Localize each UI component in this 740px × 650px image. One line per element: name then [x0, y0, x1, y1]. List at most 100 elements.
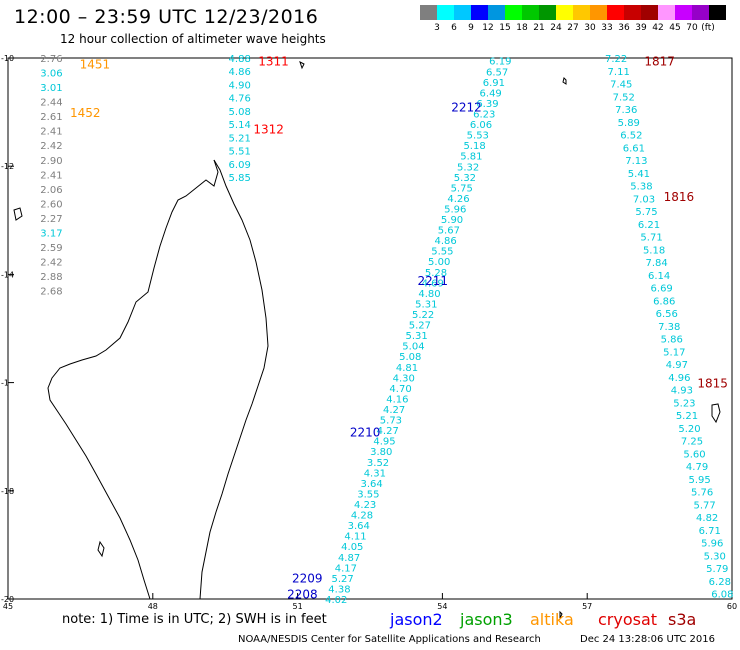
wave-height-value: 2.59 [40, 243, 62, 254]
wave-height-value: 5.18 [463, 141, 485, 152]
wave-height-value: 5.76 [691, 488, 713, 499]
pass-time-label: 1451 [80, 57, 111, 71]
pass-time-label: 1312 [253, 122, 284, 136]
legend-swatch [624, 5, 641, 20]
wave-height-value: 4.70 [389, 384, 411, 395]
satellite-legend-item: altika [530, 610, 574, 629]
wave-height-value: 6.49 [480, 88, 502, 99]
legend-label: 70 [686, 23, 698, 33]
pass-time-label: 1817 [644, 55, 675, 69]
lat-tick-label: -10 [1, 54, 14, 63]
wave-height-value: 5.77 [694, 500, 716, 511]
wave-height-value: 5.14 [229, 120, 251, 131]
wave-height-value: 7.22 [605, 54, 627, 65]
wave-height-value: 7.38 [658, 322, 680, 333]
wave-height-value: 4.30 [393, 373, 415, 384]
wave-height-value: 7.03 [633, 194, 655, 205]
wave-height-value: 4.82 [696, 513, 718, 524]
legend-label: 24 [550, 23, 562, 33]
legend-label: 39 [635, 23, 647, 33]
wave-height-value: 6.28 [709, 577, 731, 588]
wave-height-value: 4.90 [229, 80, 251, 91]
wave-height-value: 5.21 [229, 133, 251, 144]
legend-swatch [505, 5, 522, 20]
legend-label: 18 [516, 23, 528, 33]
wave-height-value: 7.52 [613, 92, 635, 103]
legend-swatch [556, 5, 573, 20]
wave-height-value: 4.86 [434, 236, 456, 247]
wave-height-value: 4.28 [351, 511, 373, 522]
lat-tick-label: -20 [1, 595, 14, 604]
wave-height-value: 6.86 [653, 296, 675, 307]
wave-height-value: 7.45 [610, 80, 632, 91]
map-frame [7, 57, 733, 600]
legend-label: 36 [618, 23, 630, 33]
wave-height-value: 5.32 [454, 173, 476, 184]
legend-label: 6 [451, 23, 457, 33]
wave-height-value: 6.19 [489, 57, 511, 68]
wave-height-value: 4.26 [447, 194, 469, 205]
legend-label: 42 [652, 23, 664, 33]
satellite-legend-item: jason3 [460, 610, 513, 629]
wave-height-value: 5.32 [457, 162, 479, 173]
legend-label: 33 [601, 23, 613, 33]
wave-height-value: 4.81 [396, 363, 418, 374]
wave-height-value: 5.21 [676, 411, 698, 422]
pass-labels: 1451 1452 1311 1312 1817 1816 1815 2212 2211 2210… [70, 55, 728, 602]
legend-label: 27 [567, 23, 579, 33]
wave-height-value: 5.17 [663, 347, 685, 358]
wave-height-value: 2.44 [40, 98, 62, 109]
wave-height-value: 5.95 [688, 475, 710, 486]
pass-time-label: 2210 [350, 425, 381, 439]
wave-height-value: 6.14 [648, 271, 670, 282]
wave-height-value: 4.79 [686, 462, 708, 473]
wave-height-value: 4.96 [668, 373, 690, 384]
wave-height-value: 6.91 [483, 78, 505, 89]
wave-height-value: 3.17 [40, 228, 62, 239]
legend-swatch [709, 5, 726, 20]
pass-time-label: 1815 [697, 377, 728, 391]
pass-time-label: 2212 [451, 101, 482, 115]
wave-height-value: 4.02 [325, 595, 347, 606]
legend-label: 9 [468, 23, 474, 33]
legend-swatch [488, 5, 505, 20]
madagascar-coastline [13, 61, 721, 619]
wave-height-value: 5.60 [683, 449, 705, 460]
legend-unit: (ft) [701, 23, 715, 33]
wave-height-value: 3.64 [360, 479, 382, 490]
wave-height-value: 2.41 [40, 127, 62, 138]
legend-swatch [522, 5, 539, 20]
page-title: 12:00 – 23:59 UTC 12/23/2016 [14, 6, 319, 28]
lon-tick-label: 60 [727, 602, 737, 611]
wave-height-value: 4.86 [229, 67, 251, 78]
satellite-legend-item: jason2 [390, 610, 443, 629]
lat-tick-label: -12 [1, 162, 14, 171]
legend-swatch [658, 5, 675, 20]
wave-height-value: 5.53 [467, 131, 489, 142]
legend-label: 3 [434, 23, 440, 33]
wave-height-value: 5.38 [630, 182, 652, 193]
wave-height-value: 4.97 [666, 360, 688, 371]
legend-swatch [590, 5, 607, 20]
wave-height-value: 2.68 [40, 287, 62, 298]
wave-height-value: 6.23 [473, 109, 495, 120]
wave-height-value: 5.71 [640, 233, 662, 244]
axis-ticks: 45 48 51 54 57 60 -10 -12 -14 -1 -18 -20 [1, 54, 737, 611]
wave-height-value: 4.95 [373, 437, 395, 448]
lon-tick-label: 54 [437, 602, 447, 611]
wave-height-value: 2.41 [40, 170, 62, 181]
wave-height-value: 4.38 [328, 584, 350, 595]
legend-label: 15 [499, 23, 511, 33]
wave-height-value: 3.06 [40, 69, 62, 80]
lon-tick-label: 51 [293, 602, 303, 611]
wave-height-value: 2.61 [40, 112, 62, 123]
pass-time-label: 2208 [287, 588, 318, 602]
wave-height-value: 5.67 [438, 226, 460, 237]
wave-height-value: 5.31 [406, 331, 428, 342]
lat-tick-label: -1 [1, 379, 9, 388]
wave-height-value: 2.60 [40, 199, 62, 210]
lon-tick-label: 45 [3, 602, 13, 611]
lon-tick-label: 57 [582, 602, 592, 611]
pass-time-label: 1452 [70, 106, 101, 120]
pass-time-label: 2209 [292, 571, 323, 585]
